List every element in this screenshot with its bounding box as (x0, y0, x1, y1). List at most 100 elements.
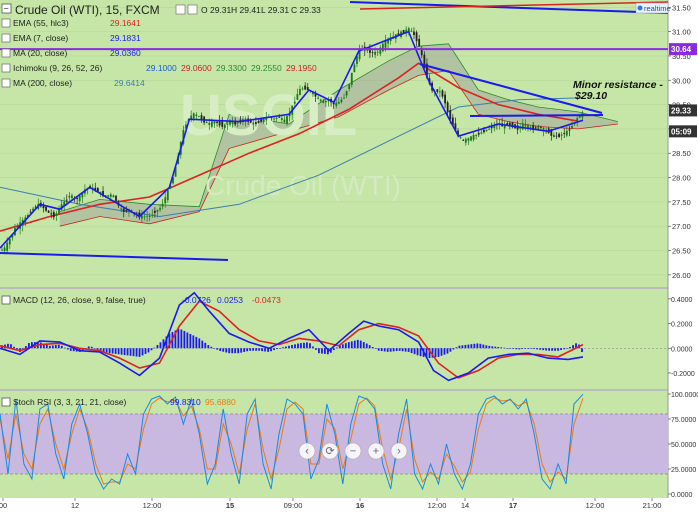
candle-body (493, 125, 496, 129)
candle-body (58, 208, 60, 214)
macd-histogram-bar (413, 348, 416, 355)
macd-histogram-bar (380, 348, 383, 352)
macd-histogram-bar (491, 346, 494, 349)
macd-histogram-bar (320, 348, 323, 354)
collapse-toggle[interactable] (1, 3, 12, 14)
candle-body (472, 134, 475, 140)
candle-body (255, 122, 257, 124)
candle-body (234, 121, 237, 125)
price-badge-label: 29.33 (671, 106, 692, 115)
candle-body (226, 124, 229, 125)
macd-histogram-bar (16, 348, 18, 350)
time-tick-label: 09:00 (284, 501, 303, 510)
rsi-axis[interactable]: 100.0000 75.0000 50.0000 25.0000 0.0000 (668, 392, 698, 499)
macd-histogram-bar (156, 345, 159, 349)
candle-body (446, 102, 449, 112)
price-tick-label: 30.50 (672, 52, 691, 61)
trendline-lower-triangle[interactable] (469, 114, 604, 117)
macd-pane-background[interactable] (0, 289, 668, 389)
macd-histogram-bar (198, 338, 201, 349)
chart-header: − Crude Oil (WTI), 15, FXCM O 29.31 H 29.… (1, 3, 321, 17)
forward-button[interactable] (390, 442, 408, 460)
trendline-top-right[interactable] (349, 1, 669, 14)
macd-histogram-bar (545, 348, 548, 351)
candle-body (540, 127, 542, 128)
candle-body (47, 210, 50, 213)
candle-body (527, 124, 529, 129)
candle-body (301, 88, 304, 90)
zoom-in-button[interactable] (367, 442, 385, 460)
macd-histogram-bar (581, 348, 583, 352)
rsi-legend: Stoch RSI (3, 3, 21, 21, close) (1, 397, 127, 407)
candle-body (475, 134, 478, 137)
macd-histogram-bar (485, 345, 488, 349)
settings-icon[interactable] (175, 4, 186, 15)
candle-body (477, 132, 480, 135)
close-icon[interactable] (187, 4, 198, 15)
candle-body (280, 118, 283, 120)
candle-body (529, 126, 532, 129)
macd-histogram-bar (533, 348, 536, 349)
time-tick-label: 12:00 (428, 501, 447, 510)
candle-body (76, 197, 79, 199)
macd-histogram-bar (401, 348, 404, 352)
candle-body (218, 120, 221, 126)
macd-histogram-bar (344, 343, 347, 349)
candle-body (464, 138, 467, 143)
indicator-label: EMA (55, hlc3) (13, 18, 69, 28)
candle-body (337, 102, 340, 104)
candle-body (379, 47, 382, 54)
price-pane-background[interactable] (0, 0, 668, 287)
macd-signal-line (0, 300, 584, 379)
rsi-tick-label: 50.0000 (671, 442, 696, 449)
candle-body (358, 49, 361, 60)
collapse-toggle[interactable] (1, 397, 11, 407)
zoom-out-button[interactable] (344, 442, 362, 460)
reset-button[interactable] (321, 442, 339, 460)
macd-histogram-bar (25, 346, 27, 349)
macd-histogram-bar (114, 348, 117, 354)
candle-body (146, 216, 148, 218)
realtime-flag[interactable]: realtime (635, 2, 671, 14)
candle-body (109, 194, 112, 197)
trendline-red-top[interactable] (359, 1, 669, 10)
macd-values: -0.0726 0.0253 -0.0473 (182, 295, 281, 305)
candle-body (210, 121, 213, 127)
macd-histogram-bar (96, 348, 99, 350)
collapse-toggle[interactable] (1, 295, 11, 305)
candle-body (376, 51, 379, 53)
candle-body (115, 195, 117, 201)
realtime-label: realtime (644, 4, 671, 13)
macd-histogram-bar (189, 333, 192, 349)
macd-histogram-bar (566, 348, 568, 349)
back-button[interactable] (298, 442, 316, 460)
candle-body (71, 195, 73, 198)
macd-histogram-bar (165, 336, 168, 349)
time-axis[interactable]: 00 12 12:00 15 09:00 16 12:00 14 17 12:00 21:00 (0, 498, 661, 510)
ma200-line (0, 97, 584, 218)
macd-histogram-bar (467, 344, 470, 349)
macd-histogram-bar (479, 343, 482, 349)
header-icon-group[interactable] (175, 4, 198, 15)
trendline-bottom-left[interactable] (0, 252, 229, 261)
macd-axis[interactable]: 0.4000 0.2000 0.0000 -0.2000 (668, 297, 695, 378)
macd-histogram-bar (288, 345, 290, 349)
candle-body (34, 206, 37, 208)
macd-histogram-bar (276, 348, 278, 349)
candle-body (397, 33, 400, 36)
candle-body (143, 216, 146, 218)
stoch-rsi-value: 99.8310 (170, 397, 201, 407)
macd-histogram-bar (500, 347, 503, 349)
trendline-upper-triangle[interactable] (419, 63, 603, 114)
candle-body (324, 100, 327, 103)
macd-histogram-bar (144, 348, 147, 354)
macd-histogram-bar (39, 342, 42, 349)
reset-button-glyph: ⟳ (325, 446, 334, 458)
symbol-title[interactable]: Crude Oil (WTI), 15, FXCM (15, 3, 160, 17)
ohlc-values: O 29.31 H 29.41 L 29.31 C 29.33 (201, 5, 321, 15)
macd-histogram-bar (108, 348, 111, 354)
candle-body (159, 208, 161, 210)
macd-histogram-bar (461, 345, 464, 349)
candle-body (304, 85, 307, 90)
